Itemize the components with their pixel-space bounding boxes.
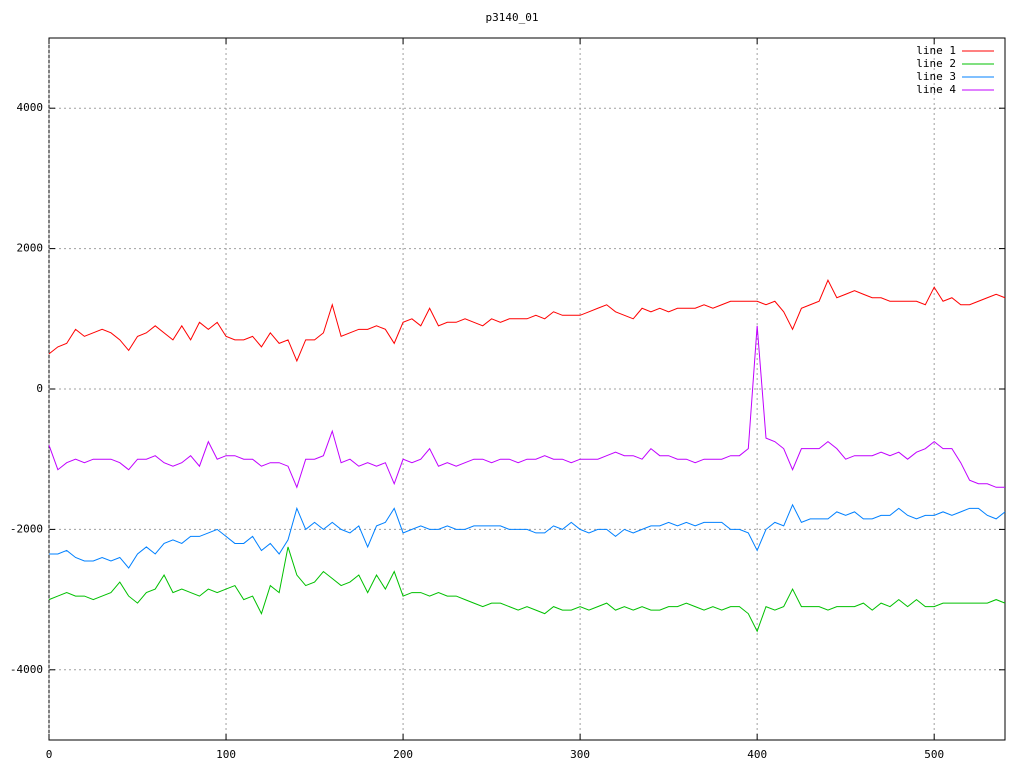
series-line bbox=[48, 278, 1006, 363]
y-tick-label: 0 bbox=[36, 382, 43, 395]
y-tick-label: 4000 bbox=[17, 101, 44, 114]
series-line bbox=[49, 503, 1006, 569]
y-tick-label: -4000 bbox=[10, 663, 43, 676]
series-line bbox=[48, 325, 1005, 489]
x-tick-label: 500 bbox=[924, 748, 944, 761]
legend-label: line 3 bbox=[916, 70, 956, 83]
legend-label: line 1 bbox=[916, 44, 956, 57]
y-tick-label: 2000 bbox=[17, 242, 44, 255]
x-tick-label: 300 bbox=[570, 748, 590, 761]
series-line bbox=[48, 546, 1006, 633]
legend-label: line 2 bbox=[916, 57, 956, 70]
y-tick-label: -2000 bbox=[10, 522, 43, 535]
x-tick-label: 200 bbox=[393, 748, 413, 761]
x-tick-label: 100 bbox=[216, 748, 236, 761]
legend-label: line 4 bbox=[916, 83, 956, 96]
x-tick-label: 400 bbox=[747, 748, 767, 761]
x-tick-label: 0 bbox=[46, 748, 53, 761]
chart-title: p3140_01 bbox=[486, 11, 539, 24]
